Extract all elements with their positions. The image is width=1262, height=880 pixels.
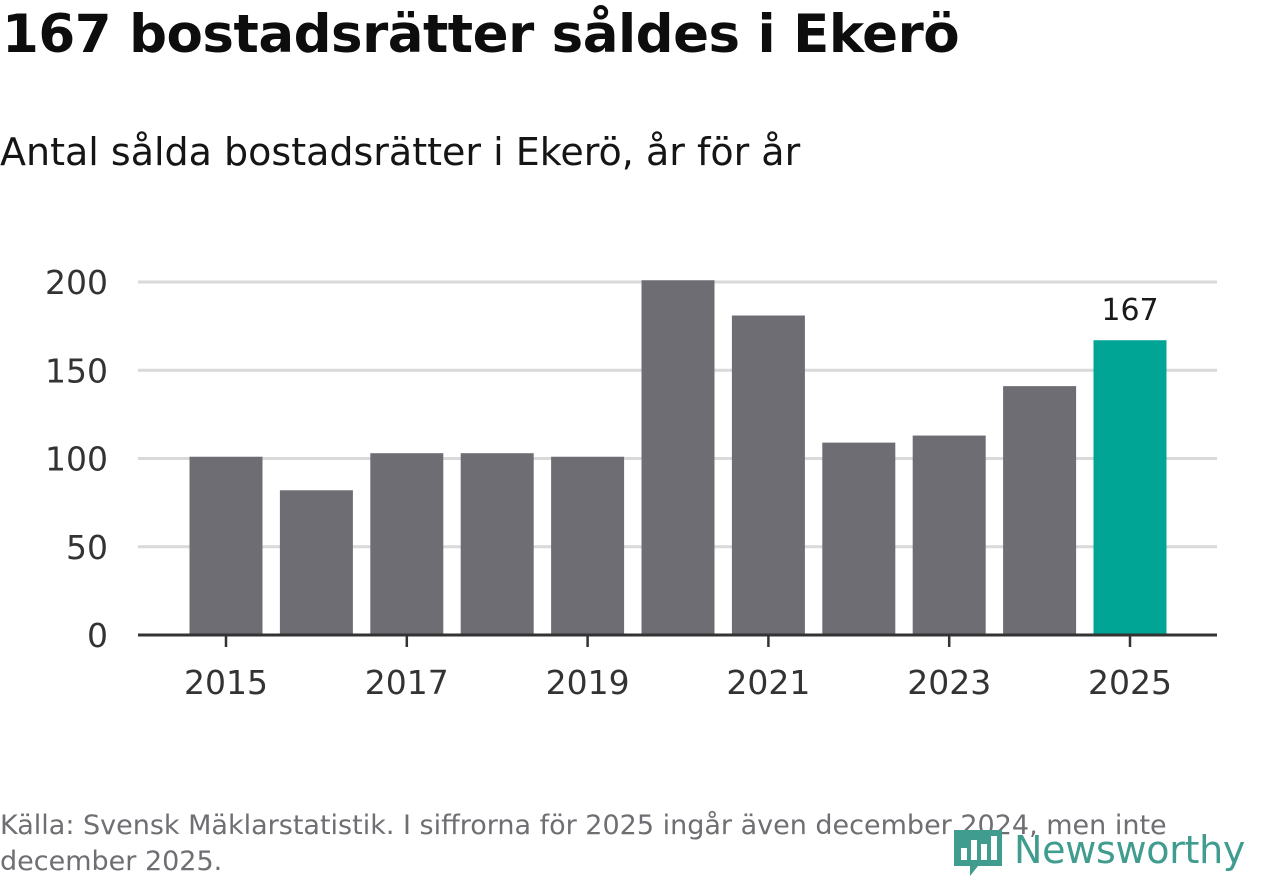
data-label-2025: 167 [1101, 293, 1158, 328]
data-labels: 167 [1101, 293, 1158, 328]
x-tick-label: 2019 [546, 663, 630, 702]
y-tick-label: 150 [45, 351, 108, 390]
bar-2023 [912, 435, 986, 635]
bar-chart-speech-bubble-icon [954, 830, 1002, 876]
newsworthy-logo: Newsworthy [950, 822, 1245, 878]
x-tick-label: 2017 [365, 663, 449, 702]
bar-2020 [641, 280, 715, 635]
bar-2018 [460, 453, 534, 635]
y-tick-label: 200 [45, 263, 108, 302]
y-tick-label: 0 [87, 616, 108, 655]
bar-2025 [1093, 340, 1167, 635]
x-tick-label: 2015 [184, 663, 268, 702]
bars [189, 280, 1167, 635]
logo-text: Newsworthy [1014, 828, 1246, 872]
bar-2015 [189, 456, 263, 635]
bar-2019 [551, 456, 625, 635]
y-axis-ticks: 0 50 100 150 200 [45, 263, 108, 655]
bar-chart: 0 50 100 150 200 2015 2017 2019 2021 2023 2025 16… [45, 263, 1217, 702]
chart-title: 167 bostadsrätter såldes i Ekerö [2, 4, 960, 65]
bar-2017 [370, 453, 444, 635]
bar-2021 [731, 315, 805, 635]
bar-2024 [1003, 386, 1077, 635]
bar-2022 [822, 442, 896, 635]
x-tick-label: 2023 [907, 663, 991, 702]
x-tick-label: 2021 [726, 663, 810, 702]
x-axis-ticks: 2015 2017 2019 2021 2023 2025 [184, 635, 1172, 702]
chart-subtitle: Antal sålda bostadsrätter i Ekerö, år fö… [0, 130, 801, 174]
y-tick-label: 50 [66, 528, 108, 567]
y-tick-label: 100 [45, 440, 108, 479]
x-tick-label: 2025 [1088, 663, 1172, 702]
bar-2016 [279, 490, 353, 635]
